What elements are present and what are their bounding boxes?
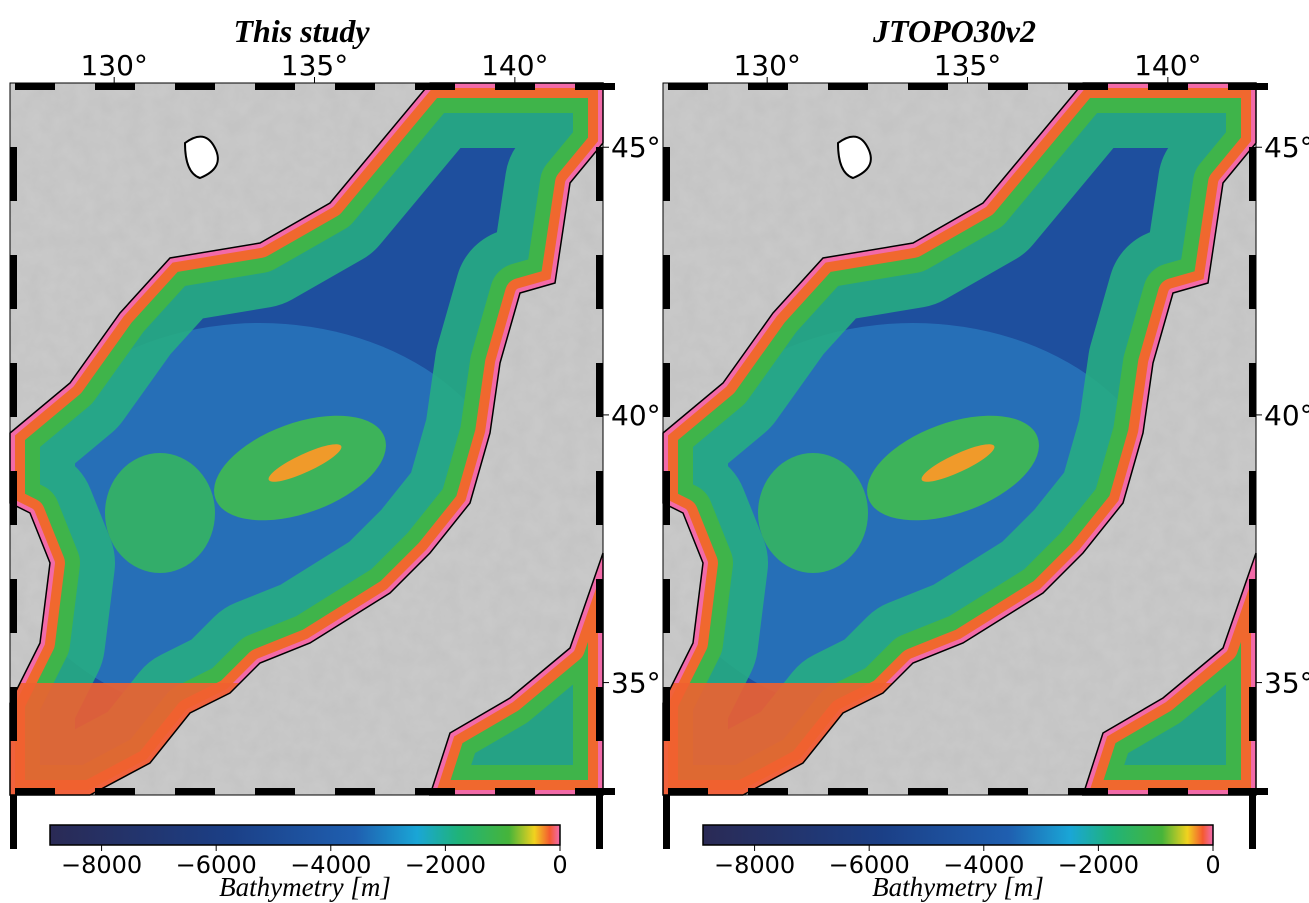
frame-stripe — [1249, 795, 1256, 849]
frame-stripe — [1228, 83, 1268, 90]
frame-stripe — [596, 147, 603, 201]
figure: This study130°135°140°45°40°35°−8000−600… — [0, 0, 1309, 903]
frame-stripe — [596, 363, 603, 417]
colorbar-tick-label: 0 — [1205, 851, 1220, 879]
lat-tick-label: 35° — [1264, 667, 1309, 700]
panel-title: This study — [233, 13, 370, 49]
lon-tick-label: 135° — [281, 49, 348, 82]
frame-stripe — [10, 147, 17, 201]
frame-stripe — [255, 83, 295, 90]
frame-stripe — [495, 83, 535, 90]
colorbar-tick-label: −8000 — [714, 851, 795, 879]
frame-stripe — [988, 83, 1028, 90]
frame-stripe — [15, 83, 55, 90]
frame-stripe — [1228, 788, 1268, 795]
lon-tick-label: 140° — [1134, 49, 1201, 82]
colorbar — [703, 825, 1213, 845]
frame-stripe — [10, 255, 17, 309]
frame-stripe — [668, 83, 708, 90]
frame-stripe — [10, 687, 17, 741]
map-panel — [653, 77, 1268, 849]
frame-stripe — [1148, 788, 1188, 795]
lat-tick-label: 35° — [611, 667, 661, 700]
oki-bank — [105, 453, 215, 573]
lat-tick-label: 40° — [1264, 399, 1309, 432]
frame-stripe — [1068, 83, 1108, 90]
frame-stripe — [663, 147, 670, 201]
frame-stripe — [596, 579, 603, 633]
frame-stripe — [175, 788, 215, 795]
oki-bank — [758, 453, 868, 573]
colorbar-tick-label: 0 — [552, 851, 567, 879]
colorbar-label: Bathymetry [m] — [872, 872, 1044, 902]
frame-stripe — [668, 788, 708, 795]
frame-stripe — [575, 788, 615, 795]
frame-stripe — [988, 788, 1028, 795]
colorbar — [50, 825, 560, 845]
frame-stripe — [10, 363, 17, 417]
lat-tick-label: 45° — [611, 131, 661, 164]
frame-stripe — [1249, 363, 1256, 417]
frame-stripe — [175, 83, 215, 90]
frame-stripe — [15, 788, 55, 795]
frame-stripe — [335, 83, 375, 90]
lon-tick-label: 130° — [80, 49, 147, 82]
frame-stripe — [663, 255, 670, 309]
lat-tick-label: 45° — [1264, 131, 1309, 164]
frame-stripe — [95, 83, 135, 90]
frame-stripe — [10, 471, 17, 525]
frame-stripe — [575, 83, 615, 90]
frame-stripe — [335, 788, 375, 795]
panel-title: JTOPO30v2 — [872, 13, 1036, 49]
frame-stripe — [828, 788, 868, 795]
frame-stripe — [663, 579, 670, 633]
colorbar-tick-label: −2000 — [1058, 851, 1139, 879]
frame-stripe — [10, 795, 17, 849]
map-panel — [0, 77, 615, 849]
frame-stripe — [908, 788, 948, 795]
lon-tick-label: 135° — [934, 49, 1001, 82]
frame-stripe — [1249, 687, 1256, 741]
frame-stripe — [1249, 147, 1256, 201]
frame-stripe — [10, 579, 17, 633]
frame-stripe — [415, 83, 455, 90]
frame-stripe — [596, 471, 603, 525]
colorbar-tick-label: −2000 — [405, 851, 486, 879]
frame-stripe — [828, 83, 868, 90]
frame-stripe — [748, 788, 788, 795]
frame-stripe — [1249, 255, 1256, 309]
frame-stripe — [596, 795, 603, 849]
frame-stripe — [95, 788, 135, 795]
frame-stripe — [596, 687, 603, 741]
colorbar-tick-label: −8000 — [61, 851, 142, 879]
frame-stripe — [255, 788, 295, 795]
lon-tick-label: 130° — [733, 49, 800, 82]
frame-stripe — [495, 788, 535, 795]
colorbar-label: Bathymetry [m] — [219, 872, 391, 902]
frame-stripe — [1249, 579, 1256, 633]
frame-stripe — [415, 788, 455, 795]
frame-stripe — [1148, 83, 1188, 90]
frame-stripe — [663, 687, 670, 741]
frame-stripe — [908, 83, 948, 90]
frame-stripe — [663, 795, 670, 849]
frame-stripe — [1249, 471, 1256, 525]
frame-stripe — [748, 83, 788, 90]
frame-stripe — [1068, 788, 1108, 795]
frame-stripe — [663, 363, 670, 417]
lat-tick-label: 40° — [611, 399, 661, 432]
frame-stripe — [663, 471, 670, 525]
frame-stripe — [596, 255, 603, 309]
lon-tick-label: 140° — [481, 49, 548, 82]
